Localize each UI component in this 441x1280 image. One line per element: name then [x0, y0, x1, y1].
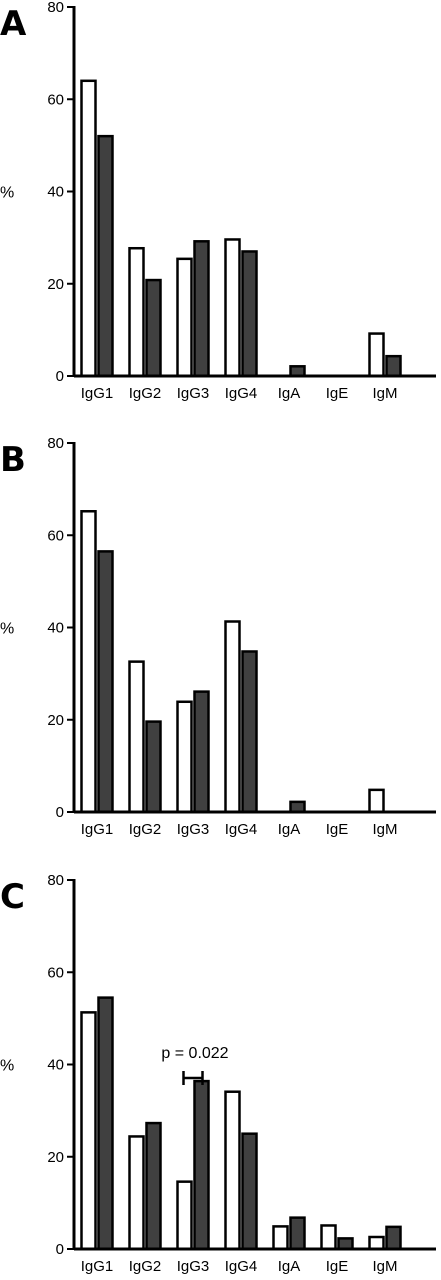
bar-igg3-open — [176, 257, 193, 378]
panel-letter: A — [0, 4, 27, 44]
x-tick-label: IgG1 — [81, 385, 114, 402]
bar-igg2-filled — [145, 1121, 162, 1251]
panel-letter: C — [0, 877, 25, 917]
bar-igg3-open — [176, 700, 193, 814]
y-tick-label: 0 — [56, 368, 64, 385]
y-tick-label: 0 — [56, 804, 64, 821]
bar-igg1-filled — [97, 134, 114, 378]
x-tick-label: IgG3 — [177, 1258, 210, 1275]
bar-igg3-open — [176, 1180, 193, 1251]
x-tick-label: IgA — [278, 385, 301, 402]
bar-ige-open — [320, 1224, 337, 1251]
bar-igg4-filled — [241, 250, 258, 378]
bar-igm-open — [368, 788, 385, 814]
bar-igg4-open — [224, 1090, 241, 1251]
y-tick-label: 20 — [47, 276, 64, 293]
bar-igg2-open — [128, 1135, 145, 1251]
x-tick-label: IgE — [326, 821, 349, 838]
bar-igg1-filled — [97, 550, 114, 814]
bar-igm-filled — [385, 1225, 402, 1251]
y-tick-label: 60 — [47, 91, 64, 108]
bar-igg4-open — [224, 238, 241, 378]
bar-igg3-filled — [193, 1079, 210, 1251]
panel-c: C% 0 20 40 60 80 IgG1 IgG2 IgG3 IgG4 IgA IgE IgM p = … — [0, 872, 436, 1275]
y-axis-label: % — [0, 185, 14, 202]
bar-iga-open — [272, 1225, 289, 1251]
x-tick-label: IgM — [372, 1258, 397, 1275]
x-tick-label: IgG4 — [225, 821, 258, 838]
y-tick-label: 20 — [47, 712, 64, 729]
x-tick-label: IgG2 — [129, 1258, 162, 1275]
x-tick-label: IgM — [372, 385, 397, 402]
y-tick-label: 40 — [47, 620, 64, 637]
x-tick-label: IgG4 — [225, 1258, 258, 1275]
panel-a: A% 0 20 40 60 80 IgG1 IgG2 IgG3 IgG4 IgA IgE IgM — [0, 0, 436, 402]
x-tick-label: IgG2 — [129, 385, 162, 402]
y-tick-label: 60 — [47, 964, 64, 981]
y-tick-label: 20 — [47, 1149, 64, 1166]
y-axis-label: % — [0, 1058, 14, 1075]
x-tick-label: IgM — [372, 821, 397, 838]
x-tick-label: IgA — [278, 821, 301, 838]
y-tick-label: 80 — [47, 0, 64, 16]
panel-letter: B — [0, 440, 26, 480]
panel-b: B% 0 20 40 60 80 IgG1 IgG2 IgG3 IgG4 IgA IgE IgM — [0, 435, 436, 838]
x-tick-label: IgG3 — [177, 821, 210, 838]
y-tick-label: 80 — [47, 872, 64, 889]
bar-iga-filled — [289, 800, 306, 814]
y-tick-label: 40 — [47, 1057, 64, 1074]
x-tick-label: IgG1 — [81, 821, 114, 838]
x-tick-label: IgG1 — [81, 1258, 114, 1275]
bar-ige-filled — [337, 1237, 354, 1251]
y-axis-label: % — [0, 621, 14, 638]
x-tick-label: IgG4 — [225, 385, 258, 402]
bar-igg2-open — [128, 660, 145, 814]
bar-igg1-open — [80, 510, 97, 814]
bar-igg2-filled — [145, 720, 162, 814]
x-tick-label: IgG3 — [177, 385, 210, 402]
bar-igg4-filled — [241, 1132, 258, 1251]
bar-igg1-open — [80, 1011, 97, 1251]
y-tick-label: 80 — [47, 435, 64, 452]
x-tick-label: IgG2 — [129, 821, 162, 838]
bar-igg1-filled — [97, 996, 114, 1251]
bar-igg3-filled — [193, 690, 210, 814]
y-tick-label: 40 — [47, 184, 64, 201]
x-tick-label: IgE — [326, 385, 349, 402]
bar-iga-filled — [289, 1216, 306, 1251]
y-tick-label: 0 — [56, 1241, 64, 1258]
bar-igm-open — [368, 332, 385, 378]
y-tick-label: 60 — [47, 527, 64, 544]
bar-igm-filled — [385, 354, 402, 378]
bar-igg2-filled — [145, 278, 162, 378]
bar-igg4-open — [224, 620, 241, 814]
bar-igm-open — [368, 1235, 385, 1251]
x-tick-label: IgE — [326, 1258, 349, 1275]
x-tick-label: IgA — [278, 1258, 301, 1275]
bar-igg4-filled — [241, 650, 258, 814]
bar-igg1-open — [80, 79, 97, 378]
bar-igg3-filled — [193, 240, 210, 378]
p-value-annotation: p = 0.022 — [161, 1045, 228, 1062]
bar-igg2-open — [128, 246, 145, 378]
